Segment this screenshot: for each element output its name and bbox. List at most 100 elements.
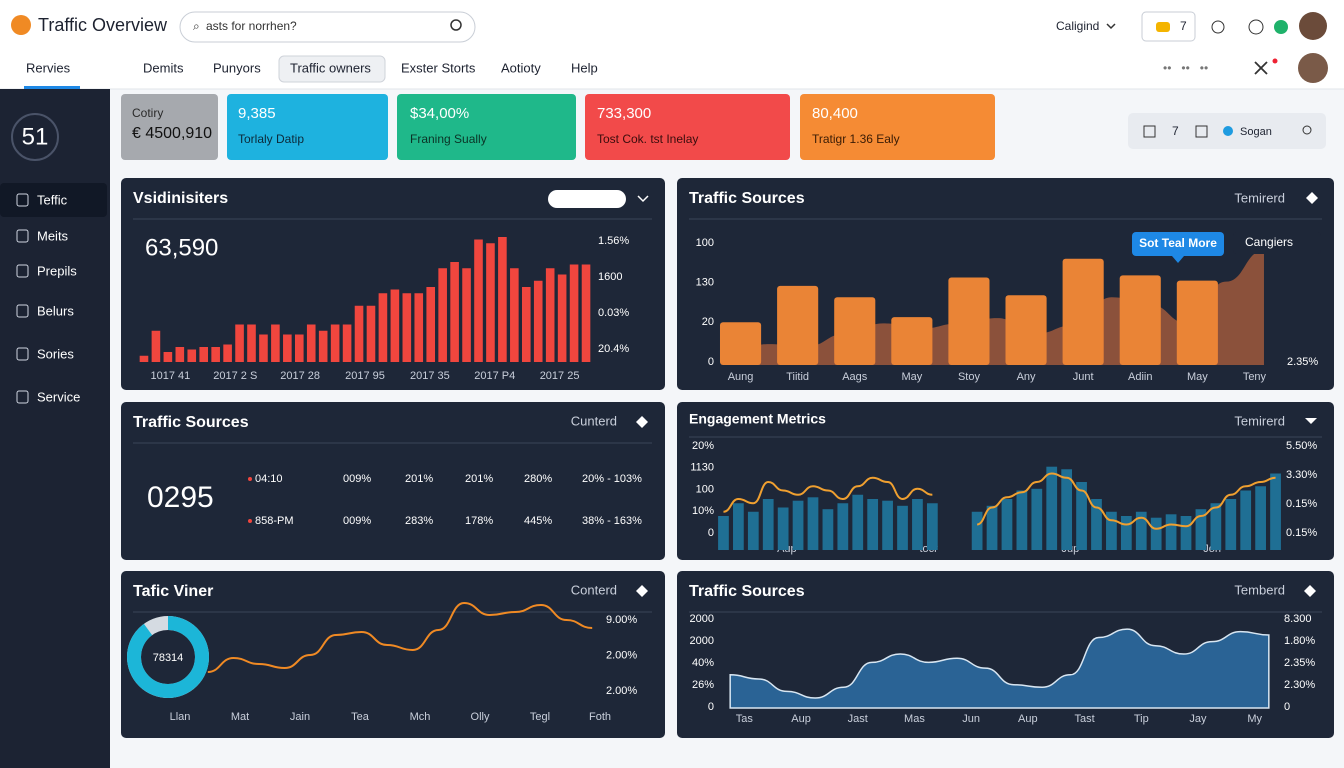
panel-control[interactable]: Conterd	[571, 582, 617, 597]
y2-axis-label: 0.15%	[1286, 498, 1317, 510]
y-axis-label: 1130	[690, 462, 714, 474]
bar	[1180, 516, 1192, 550]
area	[729, 628, 1270, 709]
bar	[545, 268, 555, 362]
donut-arc	[127, 616, 209, 698]
x-axis-label: Olly	[471, 711, 490, 723]
y-axis-label: 40%	[692, 657, 714, 669]
x-axis-label: 2017 25	[540, 370, 580, 382]
x-axis-label: 2017 95	[345, 370, 385, 382]
bar	[306, 324, 316, 362]
bar	[378, 293, 388, 362]
bar	[1005, 295, 1047, 365]
panel-control[interactable]: Temberd	[1234, 582, 1285, 597]
x-axis-label: Junt	[1073, 371, 1094, 383]
status-icon[interactable]	[1274, 20, 1288, 34]
bar	[882, 500, 893, 550]
panel-control[interactable]: Cunterd	[571, 413, 617, 428]
nav-tab[interactable]: Demits	[143, 60, 184, 75]
bar	[891, 317, 933, 365]
control-icon[interactable]	[636, 416, 648, 428]
control-icon[interactable]	[1304, 585, 1316, 597]
legend-entry[interactable]: Cangiers	[1245, 235, 1293, 249]
table-cell: 20% - 103%	[582, 473, 642, 485]
control-icon[interactable]	[1305, 418, 1317, 424]
bar	[971, 511, 983, 550]
x-axis-label: Jun	[962, 713, 980, 725]
toolbox-badge: 7	[1172, 124, 1179, 138]
panel-control[interactable]: Temirerd	[1234, 413, 1285, 428]
bar	[852, 494, 864, 550]
avatar[interactable]	[1299, 12, 1327, 40]
x-axis-label: 2017 2 S	[213, 370, 257, 382]
nav-item[interactable]: Prepils	[37, 263, 77, 278]
nav-tab[interactable]: Rervies	[26, 60, 71, 75]
x-axis-label: Tast	[1074, 713, 1094, 725]
nav-item[interactable]: Belurs	[37, 303, 74, 318]
kpi-value: 80,400	[812, 105, 858, 122]
toggle[interactable]	[548, 190, 626, 208]
tool-icon[interactable]	[1143, 125, 1156, 138]
nav-item[interactable]: Service	[37, 389, 80, 404]
dropdown-icon[interactable]	[637, 195, 649, 203]
nav-tab[interactable]: Punyors	[213, 60, 261, 75]
search-icon[interactable]	[1302, 125, 1312, 135]
panel-title: Vsidinisiters	[133, 190, 228, 207]
bar	[718, 516, 729, 550]
kpi-card[interactable]	[121, 94, 218, 160]
y2-axis-label: 0.15%	[1286, 527, 1317, 539]
x-axis-label: 2017 35	[410, 370, 450, 382]
close-icon[interactable]	[1254, 61, 1268, 75]
nav-item[interactable]: Sories	[37, 346, 74, 361]
icon	[1156, 22, 1170, 32]
kpi-card[interactable]	[227, 94, 388, 160]
x-axis-label: Aup	[1018, 713, 1038, 725]
nav-tab[interactable]: Traffic owners	[290, 60, 371, 75]
x-axis-label: Any	[1017, 371, 1036, 383]
bar	[1165, 514, 1177, 550]
toolbox-label[interactable]: Sogan	[1240, 126, 1272, 138]
nav-active[interactable]	[0, 183, 107, 217]
kpi-card[interactable]	[397, 94, 576, 160]
logo[interactable]	[11, 15, 31, 35]
x-axis-label: Tegl	[530, 711, 550, 723]
bar	[1106, 511, 1117, 550]
bar	[438, 268, 447, 362]
x-axis-label: Mas	[904, 713, 925, 725]
nav-tab[interactable]: Exster Storts	[401, 60, 476, 75]
nav-item[interactable]: Meits	[37, 228, 69, 243]
search-icon[interactable]	[450, 19, 462, 31]
avatar[interactable]	[1298, 53, 1328, 83]
y2-axis-label: 1.80%	[1284, 635, 1315, 647]
help-icon[interactable]	[1248, 19, 1264, 35]
bar	[777, 507, 789, 550]
panel-control[interactable]: Temirerd	[1234, 190, 1285, 205]
account-menu[interactable]: Caligind	[1056, 19, 1099, 33]
bar	[533, 280, 543, 362]
bar	[187, 349, 197, 362]
bar	[247, 324, 256, 362]
y2-axis-label: 0.03%	[598, 307, 629, 319]
y-axis-label: 130	[696, 277, 714, 289]
nav-tab[interactable]: Aotioty	[501, 60, 541, 75]
share-icon[interactable]	[1211, 20, 1225, 34]
kpi-card[interactable]	[585, 94, 790, 160]
tab-pill[interactable]	[278, 55, 386, 83]
bar	[259, 334, 268, 362]
y2-axis-label: 1.56%	[598, 235, 629, 247]
nav-tab[interactable]: Help	[571, 60, 598, 75]
x-axis-label: Mat	[231, 711, 249, 723]
nav-icons[interactable]: •• •• ••	[1163, 61, 1208, 75]
kpi-card[interactable]	[800, 94, 995, 160]
y2-axis-label: 2.30%	[1284, 679, 1315, 691]
y-axis-label: 20%	[692, 440, 714, 452]
x-axis-label: Jay	[1189, 713, 1207, 725]
control-icon[interactable]	[636, 585, 648, 597]
bar	[747, 511, 759, 550]
control-icon[interactable]	[1306, 192, 1318, 204]
bar	[1225, 499, 1237, 550]
nav-item[interactable]: Teffic	[37, 192, 68, 207]
search-box[interactable]	[179, 11, 476, 43]
bar	[510, 268, 519, 362]
tool-icon[interactable]	[1195, 125, 1208, 138]
